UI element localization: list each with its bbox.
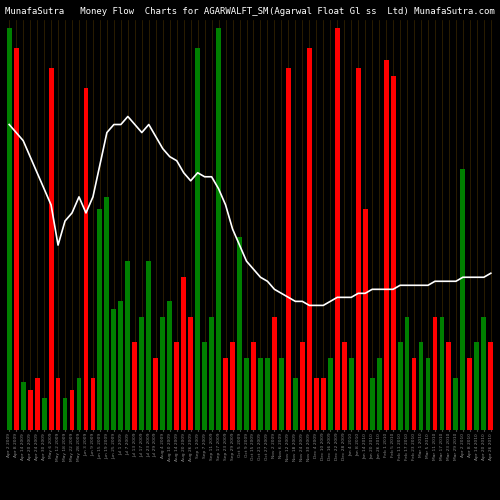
Bar	[6, 28, 12, 430]
Bar	[279, 358, 284, 430]
Bar	[362, 209, 368, 430]
Bar	[454, 378, 458, 430]
Bar	[418, 342, 424, 430]
Bar	[258, 358, 263, 430]
Bar	[126, 261, 130, 430]
Bar	[181, 278, 186, 430]
Bar	[468, 358, 472, 430]
Bar	[34, 378, 40, 430]
Bar	[14, 48, 18, 430]
Bar	[432, 318, 438, 430]
Bar	[70, 390, 74, 430]
Bar	[202, 342, 207, 430]
Bar	[335, 28, 340, 430]
Bar	[195, 48, 200, 430]
Bar	[118, 302, 124, 430]
Bar	[349, 358, 354, 430]
Bar	[251, 342, 256, 430]
Bar	[84, 88, 88, 430]
Bar	[440, 318, 444, 430]
Bar	[42, 398, 46, 430]
Bar	[460, 168, 466, 430]
Bar	[216, 28, 221, 430]
Bar	[328, 358, 332, 430]
Bar	[62, 398, 68, 430]
Bar	[244, 358, 249, 430]
Bar	[286, 68, 291, 430]
Bar	[146, 261, 151, 430]
Bar	[426, 358, 430, 430]
Bar	[342, 342, 346, 430]
Bar	[398, 342, 402, 430]
Bar	[321, 378, 326, 430]
Bar	[112, 310, 116, 430]
Bar	[20, 382, 25, 430]
Bar	[446, 342, 452, 430]
Bar	[356, 68, 360, 430]
Bar	[90, 378, 96, 430]
Bar	[209, 318, 214, 430]
Bar	[293, 378, 298, 430]
Bar	[98, 209, 102, 430]
Bar	[48, 68, 54, 430]
Bar	[168, 302, 172, 430]
Bar	[188, 318, 193, 430]
Bar	[384, 60, 388, 430]
Bar	[376, 358, 382, 430]
Bar	[300, 342, 305, 430]
Bar	[404, 318, 409, 430]
Bar	[412, 358, 416, 430]
Bar	[237, 237, 242, 430]
Bar	[488, 342, 494, 430]
Bar	[56, 378, 60, 430]
Bar	[230, 342, 235, 430]
Bar	[160, 318, 165, 430]
Bar	[307, 48, 312, 430]
Bar	[132, 342, 138, 430]
Bar	[272, 318, 277, 430]
Bar	[370, 378, 374, 430]
Bar	[314, 378, 319, 430]
Bar	[174, 342, 179, 430]
Bar	[104, 197, 110, 430]
Bar	[390, 76, 396, 430]
Bar	[76, 378, 82, 430]
Bar	[265, 358, 270, 430]
Bar	[474, 342, 480, 430]
Text: (Agarwal Float Gl ss  Ltd) MunafaSutra.com: (Agarwal Float Gl ss Ltd) MunafaSutra.co…	[269, 8, 495, 16]
Bar	[482, 318, 486, 430]
Bar	[140, 318, 144, 430]
Bar	[154, 358, 158, 430]
Bar	[223, 358, 228, 430]
Bar	[28, 390, 32, 430]
Text: MunafaSutra   Money Flow  Charts for AGARWALFT_SM: MunafaSutra Money Flow Charts for AGARWA…	[5, 8, 268, 16]
